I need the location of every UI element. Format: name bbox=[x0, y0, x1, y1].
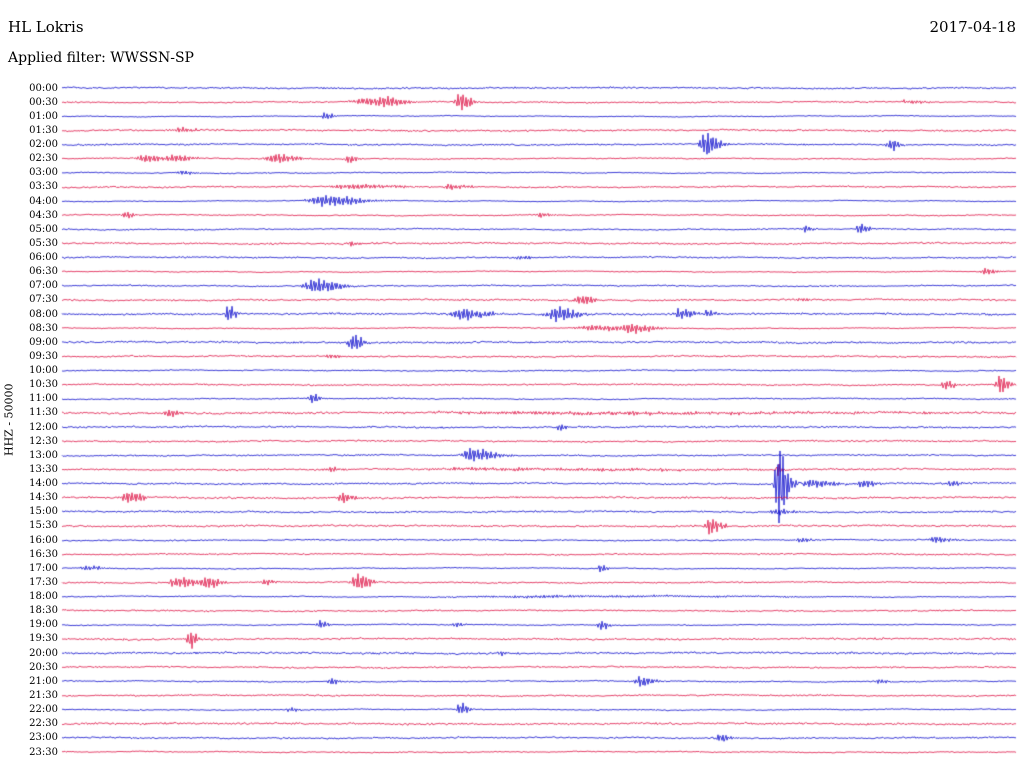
station-title: HL Lokris bbox=[8, 18, 84, 36]
filter-label: Applied filter: WWSSN-SP bbox=[8, 50, 194, 66]
channel-axis-label: HHZ - 50000 bbox=[2, 383, 16, 457]
plot-date: 2017-04-18 bbox=[929, 18, 1016, 36]
